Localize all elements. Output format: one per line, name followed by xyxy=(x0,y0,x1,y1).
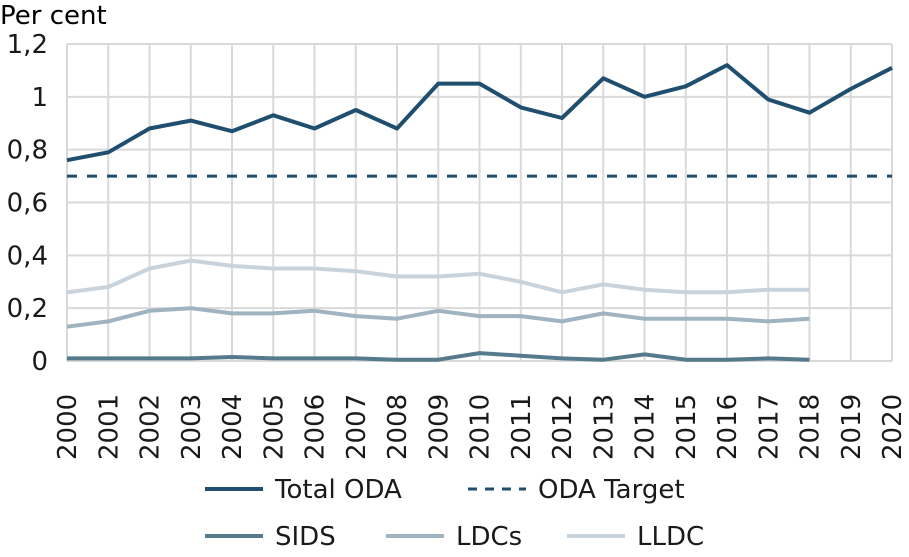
x-axis-ticks: 2000 2001 2002 2003 2004 2005 2006 2007 2008 2009… xyxy=(53,394,908,460)
y-tick-label: 0,8 xyxy=(7,136,48,166)
series-line-ldcs xyxy=(66,306,810,329)
x-tick-label: 2006 xyxy=(301,394,331,460)
x-tick-label: 2007 xyxy=(342,394,372,460)
series-line-lldc xyxy=(66,258,810,295)
chart-legend: Total ODA ODA Target SIDS LDCs LLDC xyxy=(205,475,704,552)
y-tick-label: 0,2 xyxy=(7,294,48,324)
y-tick-label: 1 xyxy=(31,83,48,113)
y-tick-label: 0 xyxy=(31,347,48,377)
x-tick-label: 2002 xyxy=(136,394,166,460)
x-tick-label: 2012 xyxy=(548,394,578,460)
x-tick-label: 2018 xyxy=(796,394,826,460)
x-tick-label: 2013 xyxy=(589,394,619,460)
x-tick-label: 2014 xyxy=(631,394,661,460)
x-tick-label: 2020 xyxy=(878,394,908,460)
y-tick-label: 1,2 xyxy=(7,30,48,60)
x-tick-label: 2000 xyxy=(53,394,83,460)
legend-item-oda-target: ODA Target xyxy=(468,475,685,505)
y-tick-label: 0,6 xyxy=(7,189,48,219)
legend-item-ldcs: LDCs xyxy=(386,522,522,552)
x-tick-label: 2010 xyxy=(466,394,496,460)
x-tick-label: 2004 xyxy=(218,394,248,460)
legend-item-lldc: LLDC xyxy=(567,522,704,552)
legend-label: ODA Target xyxy=(538,475,685,505)
x-tick-label: 2019 xyxy=(837,394,867,460)
x-tick-label: 2011 xyxy=(507,394,537,460)
legend-label: SIDS xyxy=(275,522,336,552)
series-line-sids xyxy=(67,351,810,362)
legend-label: LLDC xyxy=(637,522,704,552)
x-tick-label: 2003 xyxy=(177,394,207,460)
x-tick-label: 2015 xyxy=(672,394,702,460)
legend-item-sids: SIDS xyxy=(205,522,336,552)
y-axis-label: Per cent xyxy=(0,1,107,31)
legend-item-total-oda: Total ODA xyxy=(205,475,402,505)
series-line-total-oda xyxy=(66,63,893,163)
x-tick-label: 2001 xyxy=(94,394,124,460)
legend-label: LDCs xyxy=(456,522,522,552)
chart-grid xyxy=(66,43,893,362)
y-tick-label: 0,4 xyxy=(7,241,48,271)
x-tick-label: 2005 xyxy=(259,394,289,460)
legend-label: Total ODA xyxy=(274,475,402,505)
x-tick-label: 2017 xyxy=(754,394,784,460)
x-tick-label: 2009 xyxy=(424,394,454,460)
x-tick-label: 2008 xyxy=(383,394,413,460)
y-axis-ticks: 0 0,2 0,4 0,6 0,8 1 1,2 xyxy=(7,30,48,377)
series-lines xyxy=(66,63,893,362)
x-tick-label: 2016 xyxy=(713,394,743,460)
